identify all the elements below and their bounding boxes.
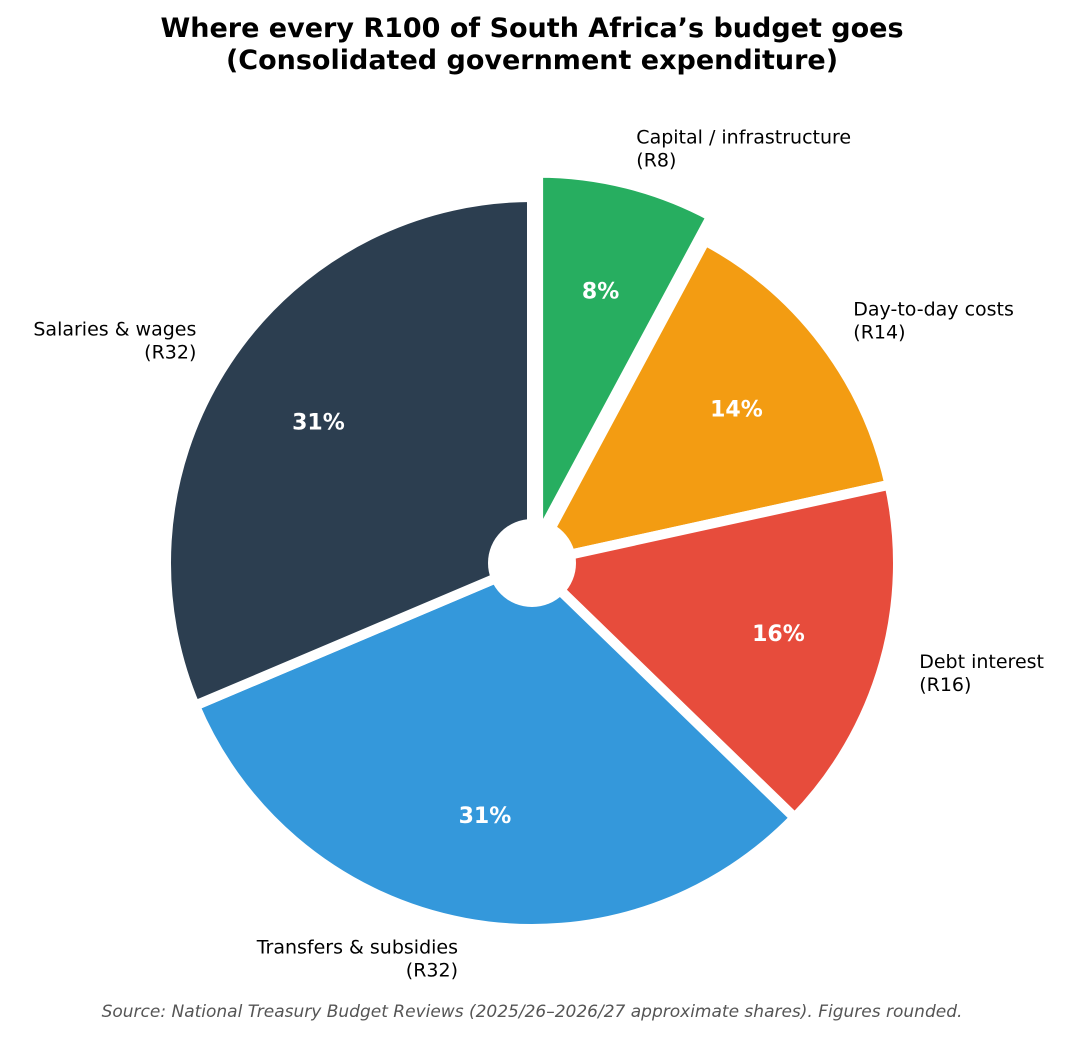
chart-title-line-2: (Consolidated government expenditure): [226, 45, 838, 76]
pie-percent-label: 8%: [582, 279, 619, 304]
pie-category-label: Salaries & wages: [33, 319, 196, 341]
pie-percent-label: 31%: [292, 410, 345, 435]
pie-category-label: Transfers & subsidies: [256, 937, 458, 959]
pie-slice-1: [533, 167, 719, 542]
pie-slice-2: [522, 233, 896, 571]
pie-amount-label: (R16): [919, 674, 971, 696]
pie-slice-4: [188, 557, 802, 934]
source-note: Source: National Treasury Budget Reviews…: [102, 1002, 963, 1022]
pie-center-hole: [488, 519, 576, 607]
pie-category-label: Day-to-day costs: [853, 298, 1014, 320]
pie-category-label: Debt interest: [919, 651, 1044, 673]
pie-category-label: Capital / infrastructure: [636, 126, 851, 148]
pie-slice-5: [161, 191, 537, 713]
chart-title-line-1: Where every R100 of South Africa’s budge…: [160, 13, 903, 44]
pie-slice-3: [521, 478, 903, 825]
pie-amount-label: (R32): [144, 342, 196, 364]
pie-amount-label: (R32): [406, 960, 458, 982]
pie-percent-label: 31%: [459, 804, 512, 829]
pie-slices: [161, 167, 903, 934]
pie-labels: 8% Capital / infrastructure(R8) 14% Day-to-…: [33, 126, 1044, 981]
pie-percent-label: 14%: [710, 398, 763, 423]
pie-amount-label: (R14): [853, 321, 905, 343]
pie-percent-label: 16%: [752, 622, 805, 647]
pie-amount-label: (R8): [636, 149, 676, 171]
